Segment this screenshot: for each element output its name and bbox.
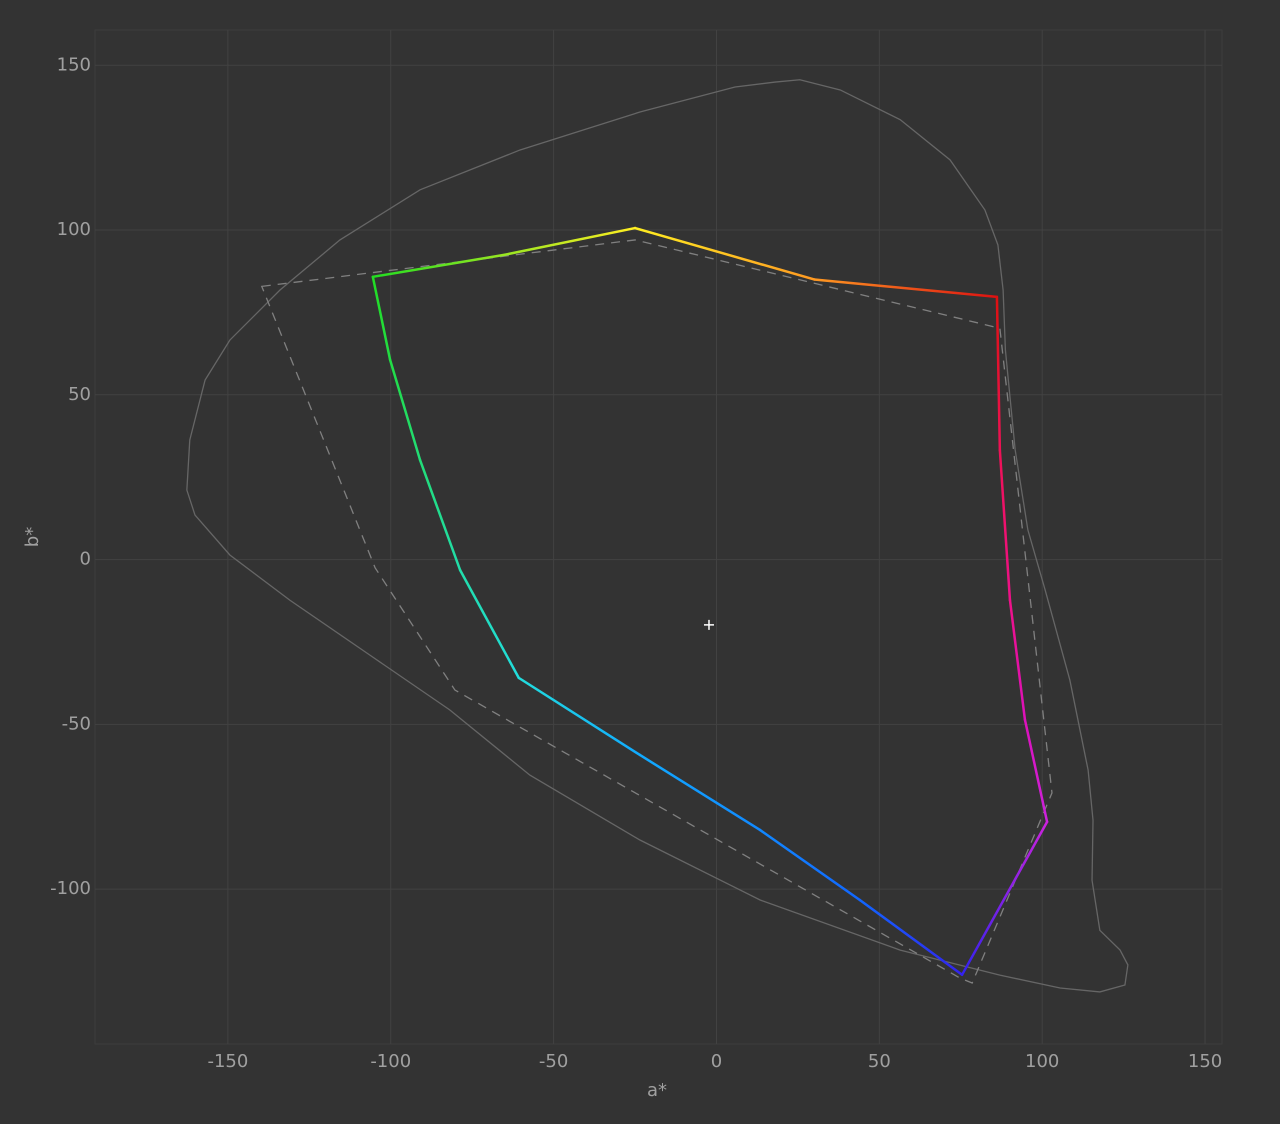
x-tick-label: -50 (539, 1051, 568, 1072)
gamut-segment (1008, 598, 1027, 721)
gamut-line (186, 79, 1129, 993)
gamut-segment (758, 828, 862, 902)
plot-frame (94, 29, 1223, 1045)
x-tick-label: 50 (868, 1051, 891, 1072)
gamut-segment (960, 820, 1049, 977)
x-tick-label: -100 (370, 1051, 411, 1072)
gamut-segment (998, 448, 1012, 602)
gamut-segment (638, 753, 762, 832)
y-tick-label: 100 (57, 219, 91, 240)
gamut-segment (995, 295, 1002, 452)
y-tick-label: -50 (62, 713, 91, 734)
x-axis-label: a* (647, 1080, 667, 1101)
gamut-segment (517, 676, 642, 757)
white-point (703, 619, 714, 630)
gamut-segment (371, 253, 507, 279)
gamut-segment (1023, 718, 1049, 824)
x-tick-label: 100 (1025, 1051, 1059, 1072)
gamut-segment (458, 568, 521, 680)
y-tick-label: 150 (57, 54, 91, 75)
x-tick-label: -150 (207, 1051, 248, 1072)
x-tick-label: 150 (1188, 1051, 1222, 1072)
gamut-segment (633, 226, 816, 281)
y-tick-label: -100 (50, 878, 91, 899)
y-tick-label: 0 (80, 549, 91, 570)
gamut-segment (371, 275, 392, 362)
gamut-segment (503, 226, 637, 256)
x-tick-label: 0 (711, 1051, 722, 1072)
y-axis-label: b* (22, 527, 43, 547)
y-tick-label: 50 (68, 384, 91, 405)
gamut-segment (858, 898, 964, 977)
gamut-segment (388, 358, 422, 462)
gamut-segment (812, 278, 999, 299)
gamut-segment (418, 458, 462, 572)
gamut-line (260, 239, 1053, 984)
